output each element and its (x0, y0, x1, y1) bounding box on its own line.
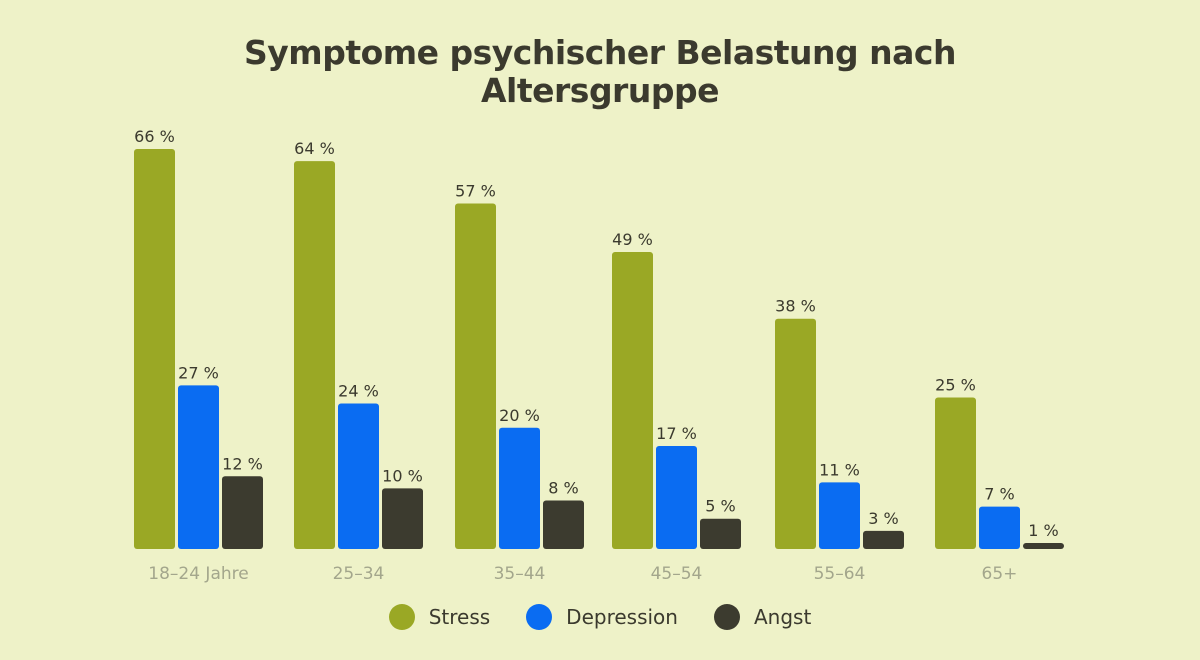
data-label-depression-65: 7 % (984, 485, 1014, 504)
chart-title: Symptome psychischer Belastung nach Alte… (0, 34, 1200, 110)
legend: Stress Depression Angst (0, 604, 1200, 630)
bar-stress-45-54[interactable] (612, 252, 653, 549)
chart-title-line-1: Symptome psychischer Belastung nach (244, 33, 956, 72)
legend-label-stress: Stress (428, 605, 491, 629)
x-tick-label-18-24-jahre: 18–24 Jahre (148, 564, 248, 584)
x-tick-label-25-34: 25–34 (333, 564, 385, 584)
data-label-stress-45-54: 49 % (612, 230, 653, 249)
bar-depression-55-64[interactable] (819, 482, 860, 549)
data-label-stress-55-64: 38 % (775, 297, 816, 316)
legend-label-depression: Depression (566, 605, 678, 629)
data-label-angst-18-24-jahre: 12 % (222, 454, 263, 473)
data-label-stress-25-34: 64 % (294, 139, 335, 158)
legend-swatch-depression (526, 604, 553, 630)
legend-label-angst: Angst (753, 605, 812, 629)
legend-item-depression[interactable]: Depression (526, 604, 678, 630)
legend-item-angst[interactable]: Angst (713, 604, 812, 630)
bar-stress-65[interactable] (935, 397, 976, 549)
bar-stress-25-34[interactable] (294, 161, 335, 549)
bar-stress-55-64[interactable] (775, 318, 816, 549)
bar-depression-65[interactable] (979, 506, 1020, 549)
data-label-angst-65: 1 % (1028, 521, 1058, 540)
bar-angst-35-44[interactable] (543, 500, 584, 549)
x-tick-label-55-64: 55–64 (814, 564, 866, 584)
bar-depression-18-24-jahre[interactable] (178, 385, 219, 549)
data-label-depression-35-44: 20 % (499, 406, 540, 425)
bar-depression-45-54[interactable] (656, 445, 697, 549)
bar-stress-18-24-jahre[interactable] (134, 149, 175, 549)
legend-item-stress[interactable]: Stress (388, 604, 491, 630)
data-label-depression-25-34: 24 % (338, 382, 379, 401)
bar-depression-35-44[interactable] (499, 427, 540, 549)
data-label-angst-25-34: 10 % (382, 466, 423, 485)
bar-angst-25-34[interactable] (382, 488, 423, 549)
bar-angst-45-54[interactable] (700, 518, 741, 549)
data-label-depression-18-24-jahre: 27 % (178, 363, 219, 382)
data-label-angst-55-64: 3 % (868, 509, 898, 528)
legend-swatch-stress (388, 604, 415, 630)
data-label-stress-18-24-jahre: 66 % (134, 127, 175, 146)
data-label-angst-45-54: 5 % (705, 497, 735, 516)
data-label-depression-45-54: 17 % (656, 424, 697, 443)
x-tick-label-35-44: 35–44 (494, 564, 546, 584)
data-label-stress-65: 25 % (935, 375, 976, 394)
bar-angst-18-24-jahre[interactable] (222, 476, 263, 549)
x-tick-label-65: 65+ (982, 564, 1018, 584)
x-tick-label-45-54: 45–54 (651, 564, 703, 584)
bar-stress-35-44[interactable] (455, 203, 496, 549)
legend-swatch-angst (713, 604, 740, 630)
data-label-angst-35-44: 8 % (548, 479, 578, 498)
bar-angst-55-64[interactable] (863, 530, 904, 549)
bar-depression-25-34[interactable] (338, 403, 379, 549)
data-label-stress-35-44: 57 % (455, 182, 496, 201)
chart-title-line-2: Altersgruppe (481, 71, 719, 110)
data-label-depression-55-64: 11 % (819, 460, 860, 479)
bar-angst-65[interactable] (1023, 542, 1064, 549)
